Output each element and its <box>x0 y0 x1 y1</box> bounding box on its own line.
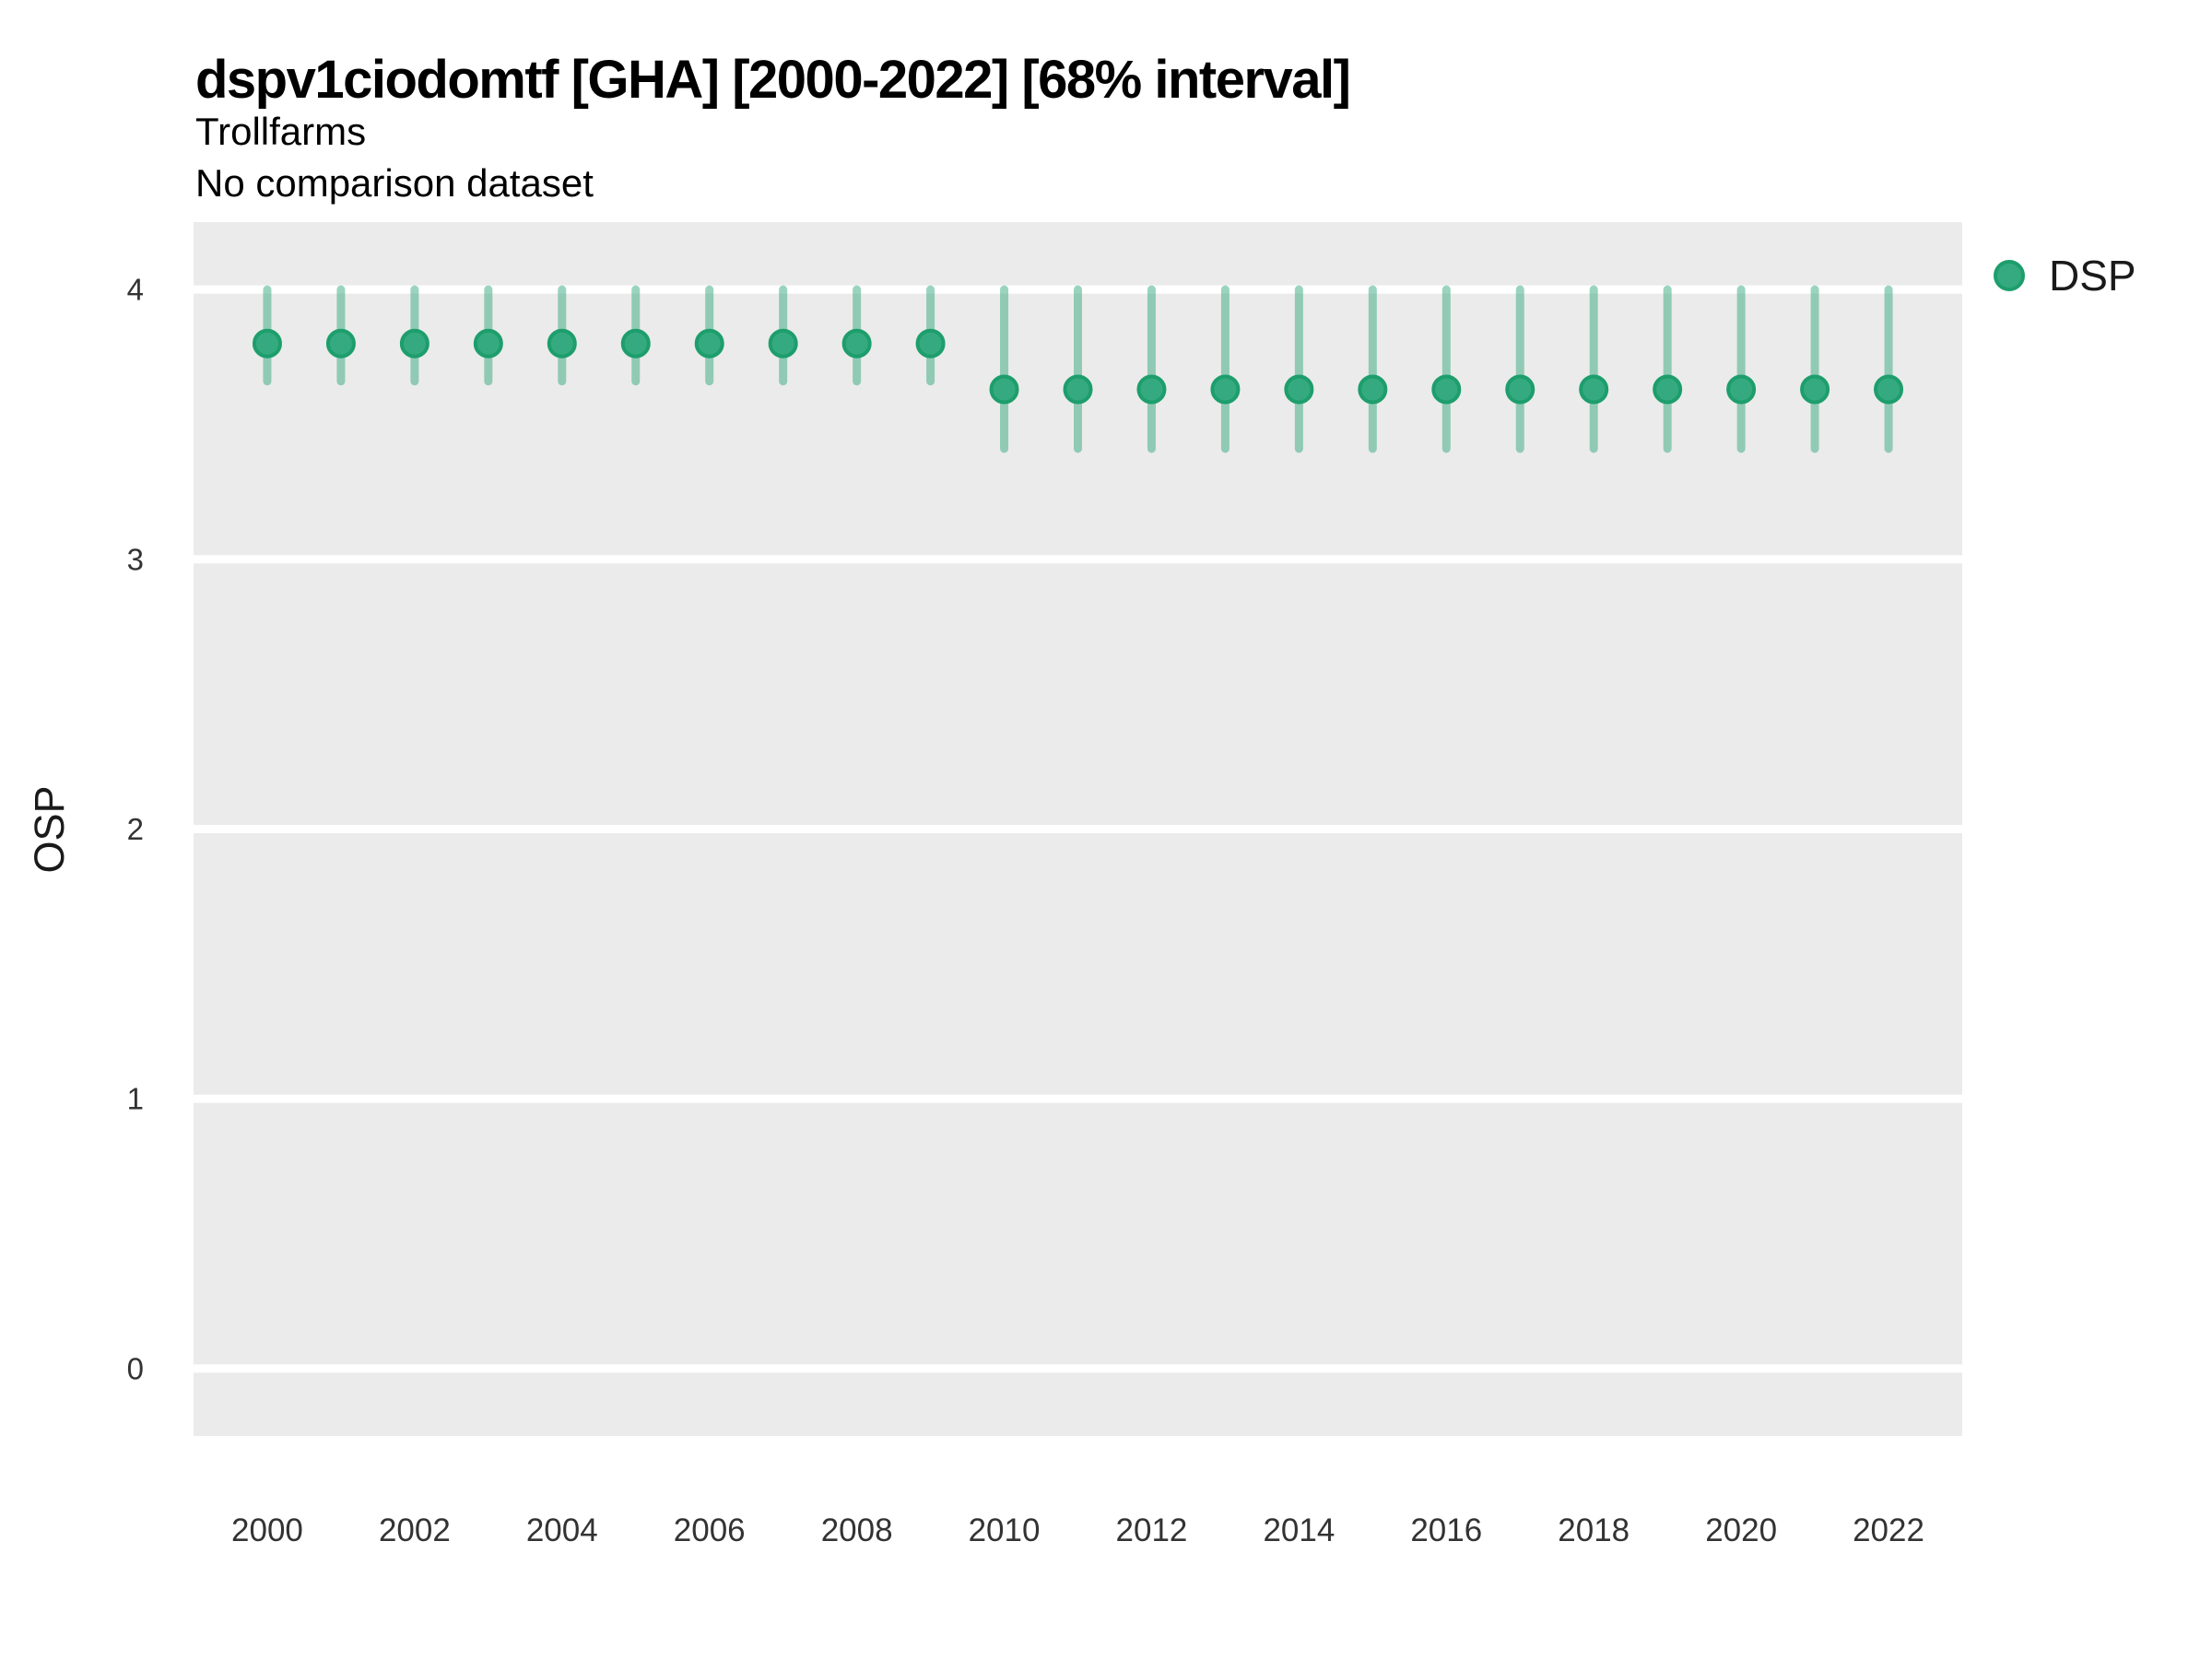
point-2020 <box>1726 374 1757 405</box>
point-2000 <box>252 328 282 359</box>
point-2011 <box>1063 374 1093 405</box>
y-tick-label-2: 2 <box>127 812 144 846</box>
point-2014 <box>1284 374 1314 405</box>
point-2021 <box>1800 374 1830 405</box>
legend-label-dsp: DSP <box>2049 252 2136 300</box>
x-tick-label-2010: 2010 <box>969 1512 1041 1548</box>
chart-subtitle: Trollfarms <box>195 110 367 153</box>
point-2019 <box>1653 374 1683 405</box>
x-tick-label-2014: 2014 <box>1263 1512 1335 1548</box>
x-tick-label-2008: 2008 <box>821 1512 893 1548</box>
x-tick-label-2022: 2022 <box>1853 1512 1924 1548</box>
x-tick-label-2018: 2018 <box>1558 1512 1630 1548</box>
point-2009 <box>915 328 946 359</box>
x-tick-label-2020: 2020 <box>1705 1512 1777 1548</box>
point-2005 <box>620 328 651 359</box>
point-2012 <box>1136 374 1167 405</box>
point-2003 <box>473 328 503 359</box>
x-tick-label-2006: 2006 <box>674 1512 746 1548</box>
point-2017 <box>1505 374 1535 405</box>
point-2001 <box>325 328 356 359</box>
x-tick-label-2004: 2004 <box>526 1512 598 1548</box>
point-2016 <box>1431 374 1462 405</box>
point-2013 <box>1210 374 1241 405</box>
page-title: dspv1ciodomtf [GHA] [2000-2022] [68% int… <box>195 50 1351 110</box>
legend: DSP <box>1994 254 2136 297</box>
point-2018 <box>1579 374 1609 405</box>
point-2008 <box>841 328 872 359</box>
comparison-note: No comparison dataset <box>195 161 594 205</box>
y-tick-label-0: 0 <box>127 1351 144 1385</box>
point-2022 <box>1874 374 1904 405</box>
x-tick-label-2016: 2016 <box>1410 1512 1482 1548</box>
point-2015 <box>1358 374 1388 405</box>
point-2010 <box>989 374 1019 405</box>
point-2002 <box>399 328 429 359</box>
y-tick-label-4: 4 <box>127 273 144 307</box>
point-2004 <box>547 328 577 359</box>
y-axis-title: OSP <box>26 785 73 874</box>
y-tick-label-3: 3 <box>127 542 144 576</box>
y-tick-label-1: 1 <box>127 1082 144 1116</box>
x-tick-label-2000: 2000 <box>231 1512 303 1548</box>
point-2006 <box>694 328 724 359</box>
point-2007 <box>768 328 798 359</box>
x-tick-label-2012: 2012 <box>1116 1512 1188 1548</box>
x-tick-label-2002: 2002 <box>379 1512 451 1548</box>
legend-point-icon <box>1994 260 2025 291</box>
